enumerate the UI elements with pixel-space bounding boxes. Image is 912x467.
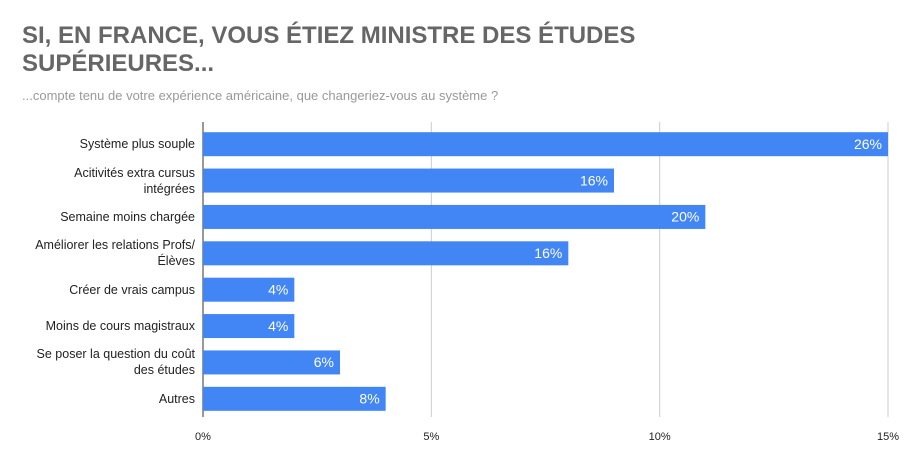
x-tick-label: 0%	[195, 431, 211, 443]
data-label: 6%	[314, 354, 334, 370]
data-label: 20%	[671, 209, 699, 225]
bar	[203, 350, 340, 375]
bar	[203, 204, 706, 229]
bar	[203, 241, 569, 266]
bar	[203, 314, 295, 339]
y-tick-label: Créer de vrais campus	[69, 282, 195, 297]
bar	[203, 168, 614, 193]
x-tick-label: 10%	[649, 431, 671, 443]
y-tick-label: Se poser la question du coût des études	[36, 347, 195, 378]
y-tick-label: Acitivités extra cursus intégrées	[74, 165, 195, 196]
data-label: 16%	[534, 245, 562, 261]
bar	[203, 132, 888, 157]
chart-subtitle: ...compte tenu de votre expérience améri…	[22, 88, 499, 103]
chart-title: SI, EN FRANCE, VOUS ÉTIEZ MINISTRE DES É…	[22, 22, 636, 77]
y-tick-label: Autres	[158, 391, 195, 406]
y-tick-label: Améliorer les relations Profs/Élèves	[35, 238, 195, 269]
y-tick-label: Moins de cours magistraux	[45, 319, 195, 334]
data-label: 8%	[359, 391, 379, 407]
y-tick-label: Système plus souple	[79, 137, 195, 152]
y-tick-label: Semaine moins chargée	[60, 209, 195, 224]
bar	[203, 386, 386, 411]
x-tick-label: 5%	[423, 431, 439, 443]
bar	[203, 277, 295, 302]
data-label: 16%	[580, 172, 608, 188]
x-tick-label: 15%	[877, 431, 899, 443]
data-label: 26%	[854, 136, 882, 152]
data-label: 4%	[268, 318, 288, 334]
data-label: 4%	[268, 281, 288, 297]
